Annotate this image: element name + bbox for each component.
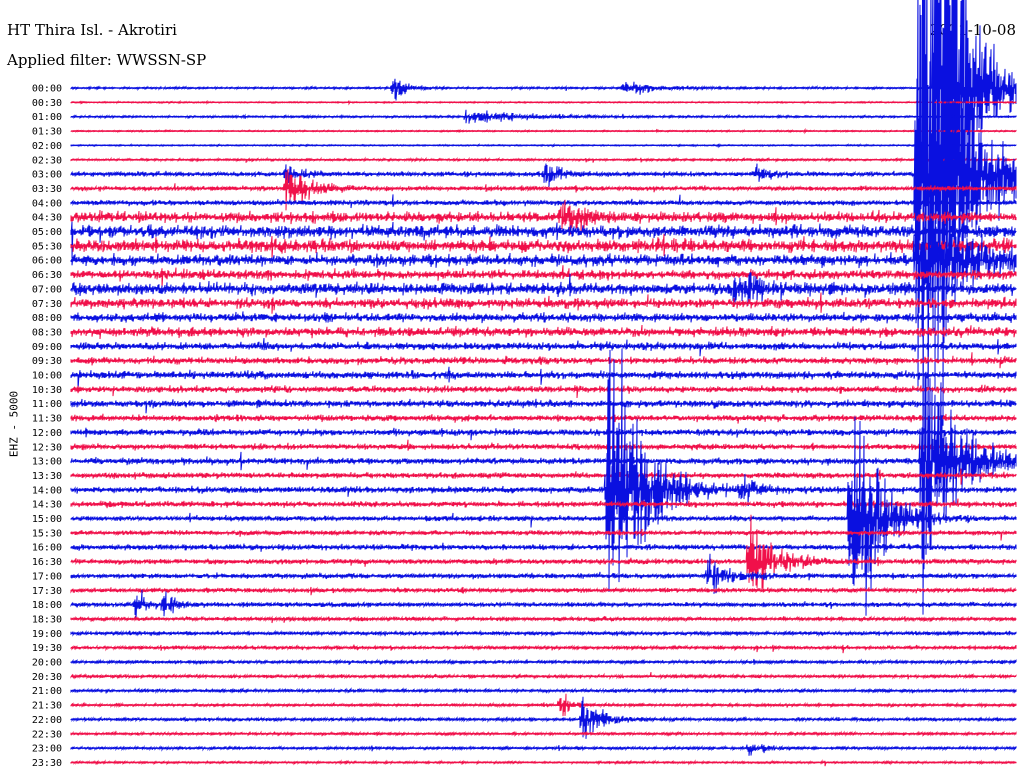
row-time-label: 18:30 [32, 614, 62, 625]
row-time-label: 06:00 [32, 256, 62, 267]
row-time-label: 07:30 [32, 299, 62, 310]
trace-0530 [70, 234, 1017, 259]
row-time-label: 01:30 [32, 127, 62, 138]
row-time-label: 17:00 [32, 571, 62, 582]
row-time-label: 10:30 [32, 385, 62, 396]
trace-1300 [70, 374, 1017, 615]
row-time-label: 00:30 [32, 98, 62, 109]
trace-0300 [70, 0, 1017, 571]
row-time-label: 12:00 [32, 428, 62, 439]
trace-1330 [70, 468, 1017, 485]
row-time-label: 21:00 [32, 686, 62, 697]
trace-1430 [70, 498, 1017, 509]
row-time-label: 08:00 [32, 313, 62, 324]
row-time-label: 19:00 [32, 629, 62, 640]
trace-layer [70, 0, 1017, 767]
trace-1230 [70, 439, 1017, 451]
filter-line: Applied filter: WWSSN-SP [7, 51, 206, 69]
row-time-label: 09:00 [32, 342, 62, 353]
row-time-label: 05:30 [32, 241, 62, 252]
row-time-label: 11:30 [32, 414, 62, 425]
row-time-label: 13:30 [32, 471, 62, 482]
row-time-label: 14:00 [32, 485, 62, 496]
row-time-label: 11:00 [32, 399, 62, 410]
row-time-label: 10:00 [32, 371, 62, 382]
trace-0900 [70, 338, 1017, 357]
trace-2330 [70, 759, 1017, 767]
trace-1200 [70, 426, 1017, 441]
row-time-label: 16:30 [32, 557, 62, 568]
row-time-label: 23:00 [32, 744, 62, 755]
trace-1600 [70, 542, 1017, 552]
row-time-label: 05:00 [32, 227, 62, 238]
row-time-label: 00:00 [32, 84, 62, 95]
row-time-label: 15:00 [32, 514, 62, 525]
trace-1030 [70, 384, 1017, 399]
row-time-label: 03:30 [32, 184, 62, 195]
row-time-label: 23:30 [32, 758, 62, 769]
row-time-label: 04:30 [32, 213, 62, 224]
filter-prefix: Applied filter: [7, 51, 112, 69]
row-time-label: 08:30 [32, 327, 62, 338]
row-time-label: 14:30 [32, 500, 62, 511]
time-label-layer: 00:00 00:30 01:00 01:30 02:00 02:30 03:00 03:30… [32, 84, 62, 769]
row-time-label: 07:00 [32, 284, 62, 295]
row-time-label: 22:30 [32, 729, 62, 740]
row-time-label: 21:30 [32, 701, 62, 712]
row-time-label: 01:00 [32, 112, 62, 123]
trace-1000 [70, 366, 1017, 391]
trace-1100 [70, 398, 1017, 414]
row-time-label: 09:30 [32, 356, 62, 367]
trace-1930 [70, 644, 1017, 654]
row-time-label: 06:30 [32, 270, 62, 281]
row-time-label: 13:00 [32, 457, 62, 468]
trace-1530 [70, 528, 1017, 541]
row-time-label: 03:00 [32, 170, 62, 181]
row-time-label: 16:00 [32, 543, 62, 554]
trace-1730 [70, 586, 1017, 596]
row-time-label: 15:30 [32, 528, 62, 539]
row-time-label: 02:30 [32, 155, 62, 166]
row-time-label: 22:00 [32, 715, 62, 726]
trace-1500 [70, 416, 1017, 616]
filter-name: WWSSN-SP [116, 51, 207, 69]
row-time-label: 20:30 [32, 672, 62, 683]
row-time-label: 02:00 [32, 141, 62, 152]
row-time-label: 17:30 [32, 586, 62, 597]
trace-0500 [70, 221, 1017, 259]
row-time-label: 20:00 [32, 658, 62, 669]
row-time-label: 18:00 [32, 600, 62, 611]
row-time-label: 04:00 [32, 198, 62, 209]
row-time-label: 19:30 [32, 643, 62, 654]
trace-1400 [70, 348, 1017, 592]
trace-2300 [70, 744, 1017, 756]
row-time-label: 12:30 [32, 442, 62, 453]
trace-0400 [70, 194, 1017, 209]
station-title: HT Thira Isl. - Akrotiri [7, 21, 177, 39]
